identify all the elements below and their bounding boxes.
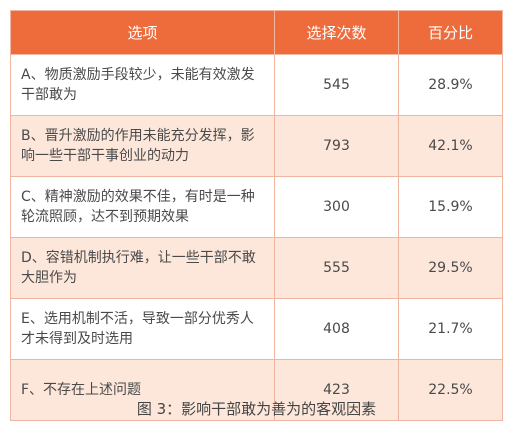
table-row: C、精神激励的效果不佳，有时是一种轮流照顾，达不到预期效果 300 15.9% bbox=[10, 176, 503, 238]
count-cell: 555 bbox=[274, 237, 399, 299]
column-header-option: 选项 bbox=[10, 10, 275, 55]
table-row: E、选用机制不活，导致一部分优秀人才未得到及时选用 408 21.7% bbox=[10, 298, 503, 360]
percent-cell: 29.5% bbox=[398, 237, 503, 299]
percent-cell: 22.5% bbox=[398, 359, 503, 421]
percent-cell: 28.9% bbox=[398, 54, 503, 116]
figure-caption: 图 3：影响干部敢为善为的客观因素 bbox=[136, 400, 377, 418]
column-header-percent: 百分比 bbox=[398, 10, 503, 55]
count-cell: 793 bbox=[274, 115, 399, 177]
option-cell: F、不存在上述问题 bbox=[10, 359, 275, 421]
header-row: 选项 选择次数 百分比 bbox=[10, 10, 503, 55]
data-table: 选项 选择次数 百分比 A、物质激励手段较少，未能有效激发干部敢为 545 28… bbox=[10, 10, 503, 421]
column-header-count: 选择次数 bbox=[274, 10, 399, 55]
table-row: F、不存在上述问题 423 22.5% bbox=[10, 359, 503, 421]
table-container: 选项 选择次数 百分比 A、物质激励手段较少，未能有效激发干部敢为 545 28… bbox=[10, 10, 503, 421]
option-cell: C、精神激励的效果不佳，有时是一种轮流照顾，达不到预期效果 bbox=[10, 176, 275, 238]
count-cell: 300 bbox=[274, 176, 399, 238]
option-cell: B、晋升激励的作用未能充分发挥，影响一些干部干事创业的动力 bbox=[10, 115, 275, 177]
percent-cell: 15.9% bbox=[398, 176, 503, 238]
table-row: A、物质激励手段较少，未能有效激发干部敢为 545 28.9% bbox=[10, 54, 503, 116]
option-cell: D、容错机制执行难，让一些干部不敢大胆作为 bbox=[10, 237, 275, 299]
option-cell: A、物质激励手段较少，未能有效激发干部敢为 bbox=[10, 54, 275, 116]
table-row: B、晋升激励的作用未能充分发挥，影响一些干部干事创业的动力 793 42.1% bbox=[10, 115, 503, 177]
count-cell: 545 bbox=[274, 54, 399, 116]
table-row: D、容错机制执行难，让一些干部不敢大胆作为 555 29.5% bbox=[10, 237, 503, 299]
count-cell: 408 bbox=[274, 298, 399, 360]
percent-cell: 21.7% bbox=[398, 298, 503, 360]
option-cell: E、选用机制不活，导致一部分优秀人才未得到及时选用 bbox=[10, 298, 275, 360]
percent-cell: 42.1% bbox=[398, 115, 503, 177]
